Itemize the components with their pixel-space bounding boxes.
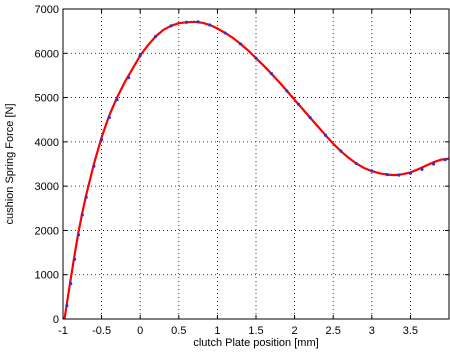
data-point: [107, 115, 111, 120]
data-point: [443, 157, 447, 162]
data-point: [92, 164, 96, 168]
data-point: [285, 89, 289, 93]
x-tick-label: 3.5: [403, 325, 418, 337]
x-tick-label: 0: [137, 325, 143, 337]
y-axis-label: cushion Spring Force [N]: [4, 103, 16, 224]
y-tick-label: 2000: [35, 225, 59, 237]
data-point: [115, 98, 119, 102]
data-point: [138, 53, 142, 58]
grid-lines: [63, 9, 449, 319]
data-point: [269, 72, 274, 76]
data-point: [72, 257, 77, 261]
data-point: [397, 173, 401, 177]
data-point: [408, 171, 412, 175]
x-tick-label: 0.5: [171, 325, 186, 337]
y-tick-label: 1000: [35, 270, 59, 282]
y-tick-labels: 0 1000 2000 3000 4000 5000 6000 7000: [35, 4, 59, 326]
data-point: [69, 281, 73, 286]
x-tick-label: 2: [292, 325, 298, 337]
data-point: [169, 24, 173, 28]
x-tick-label: 1: [214, 325, 220, 337]
x-tick-label: 1.5: [248, 325, 263, 337]
data-point: [238, 42, 243, 46]
tick-marks: [62, 8, 449, 320]
data-point: [296, 102, 301, 106]
data-point: [100, 138, 104, 142]
data-point: [308, 115, 312, 120]
y-tick-label: 6000: [35, 48, 59, 60]
y-tick-label: 0: [53, 314, 59, 326]
x-axis-label: clutch Plate position [mm]: [193, 337, 318, 349]
data-point: [323, 133, 328, 137]
data-point: [254, 56, 258, 60]
data-point: [154, 34, 158, 39]
data-point: [431, 162, 436, 166]
plot-frame: [62, 8, 450, 320]
data-point: [385, 173, 389, 177]
data-point: [65, 304, 69, 308]
y-tick-label: 3000: [35, 181, 59, 193]
x-tick-label: 2.5: [326, 325, 341, 337]
y-tick-label: 4000: [35, 137, 59, 149]
data-point: [76, 233, 81, 237]
data-point: [354, 161, 358, 166]
x-tick-label: -1: [58, 325, 68, 337]
x-tick-label: -0.5: [92, 325, 111, 337]
x-tick-label: 3: [369, 325, 375, 337]
data-point: [420, 167, 424, 171]
y-tick-label: 5000: [35, 93, 59, 105]
series-layer: [63, 20, 450, 320]
y-tick-label: 7000: [35, 4, 59, 16]
data-point: [196, 20, 200, 24]
data-point: [370, 169, 374, 173]
data-point: [339, 149, 343, 153]
data-point: [184, 20, 189, 24]
data-point: [84, 195, 88, 199]
data-point: [208, 23, 212, 27]
x-tick-labels: -1 -0.5 0 0.5 1 1.5 2 2.5 3 3.5: [58, 325, 418, 337]
data-point: [127, 76, 131, 80]
data-point: [223, 31, 227, 35]
data-point: [80, 213, 84, 217]
